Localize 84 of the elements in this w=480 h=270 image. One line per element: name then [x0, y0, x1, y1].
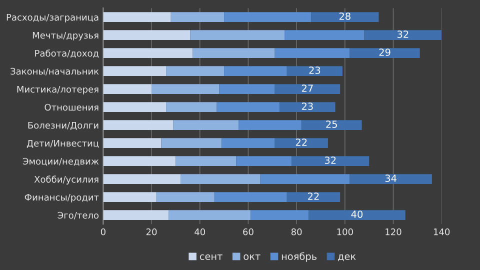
data-label: 32 — [397, 30, 408, 38]
bar — [103, 48, 193, 58]
bar — [103, 210, 168, 220]
bar — [260, 174, 350, 184]
bar — [161, 138, 222, 148]
bar — [250, 210, 309, 220]
bar — [284, 30, 364, 40]
x-tick-label: 60 — [243, 228, 254, 236]
data-label: 28 — [339, 12, 350, 20]
bar — [190, 30, 284, 40]
bar — [224, 66, 287, 76]
data-label: 23 — [309, 66, 320, 74]
bar — [173, 120, 239, 130]
bar — [301, 120, 362, 130]
data-label: 34 — [385, 174, 396, 182]
bar — [103, 12, 171, 22]
bar — [168, 210, 251, 220]
bar — [103, 156, 176, 166]
bar — [364, 30, 442, 40]
bar — [286, 66, 342, 76]
data-label: 22 — [296, 138, 307, 146]
legend-label: сент — [200, 254, 222, 260]
bar — [152, 84, 220, 94]
bar — [350, 174, 432, 184]
bar — [274, 48, 350, 58]
bar — [286, 192, 340, 202]
legend-label: окт — [244, 254, 260, 260]
bar — [280, 102, 336, 112]
y-tick-label: Хобби/усилия — [34, 176, 98, 184]
bar — [236, 156, 292, 166]
bar — [350, 48, 420, 58]
x-tick-label: 140 — [434, 228, 450, 236]
bar — [180, 174, 260, 184]
data-label: 40 — [351, 210, 363, 218]
y-tick-label: Финансы/родит — [24, 194, 99, 202]
bar — [219, 84, 275, 94]
bar — [176, 156, 236, 166]
y-tick-label: Мечты/друзья — [32, 32, 98, 40]
y-tick-label: Болезни/Долги — [28, 122, 98, 130]
bar — [238, 120, 302, 130]
y-tick-label: Эмоции/недвиж — [22, 158, 99, 166]
legend-label: дек — [338, 254, 356, 262]
y-tick-label: Работа/доход — [35, 50, 99, 58]
bar — [103, 174, 181, 184]
bar — [214, 192, 287, 202]
x-tick-label: 100 — [337, 228, 353, 236]
bar — [222, 138, 275, 148]
y-tick-label: Законы/начальник — [10, 68, 99, 76]
bar — [192, 48, 275, 58]
x-tick-label: 120 — [386, 228, 402, 236]
data-label: 32 — [324, 156, 336, 164]
bar — [311, 12, 379, 22]
bar — [103, 102, 166, 112]
bar — [274, 84, 340, 94]
bar — [292, 156, 370, 166]
bar — [170, 12, 224, 22]
y-tick-label: Отношения — [44, 104, 98, 111]
x-tick-label: 20 — [146, 228, 157, 236]
x-tick-label: 40 — [194, 228, 206, 236]
data-label: 29 — [379, 48, 390, 56]
x-tick-label: 0 — [100, 228, 106, 236]
y-tick-label: Расходы/заграница — [6, 14, 98, 22]
bar — [103, 30, 190, 40]
bar — [103, 192, 156, 202]
bar — [216, 102, 280, 112]
bar — [308, 210, 406, 220]
y-tick-label: Мистика/лотерея — [17, 86, 98, 94]
bar — [224, 12, 312, 22]
legend-label: ноябрь — [282, 252, 317, 262]
bar — [156, 192, 214, 202]
bar — [103, 84, 152, 94]
bar — [103, 120, 174, 130]
data-label: 25 — [326, 120, 337, 128]
data-label: 22 — [308, 192, 319, 200]
bar — [166, 102, 217, 112]
y-tick-label: Эго/тело — [58, 212, 99, 220]
y-tick-label: Дети/Инвестиц — [26, 140, 99, 148]
data-label: 23 — [302, 102, 313, 110]
bar — [103, 66, 166, 76]
data-label: 27 — [302, 84, 313, 92]
bar — [274, 138, 328, 148]
bar — [103, 138, 162, 148]
x-tick-label: 80 — [291, 228, 302, 236]
bar — [166, 66, 224, 76]
